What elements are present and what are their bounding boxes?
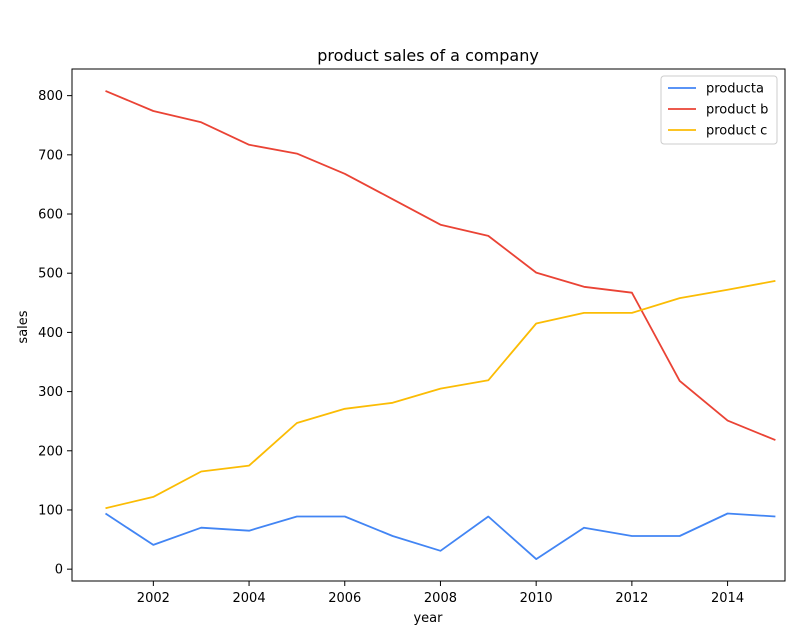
y-tick-label: 700 (38, 148, 63, 163)
x-axis: 2002 2004 2006 2008 2010 2012 2014 (137, 581, 744, 606)
x-tick-label: 2014 (711, 591, 744, 606)
y-axis: 0 100 200 300 400 500 600 700 800 (38, 89, 72, 578)
y-tick-label: 200 (38, 444, 63, 459)
x-tick-label: 2012 (615, 591, 648, 606)
legend-label-2: product b (706, 103, 768, 118)
series-line-3 (105, 280, 776, 510)
chart-title: product sales of a company (317, 46, 539, 65)
legend-label-3: product c (706, 124, 767, 139)
plot-area (71, 68, 786, 582)
y-tick-label: 400 (38, 326, 63, 341)
x-tick-label: 2010 (520, 591, 553, 606)
y-tick-label: 0 (55, 563, 63, 578)
x-tick-label: 2004 (233, 591, 266, 606)
y-tick-label: 100 (38, 503, 63, 518)
y-tick-label: 500 (38, 267, 63, 282)
legend-label-1: producta (706, 82, 764, 97)
x-tick-label: 2008 (424, 591, 457, 606)
y-tick-label: 600 (38, 208, 63, 223)
x-tick-label: 2002 (137, 591, 170, 606)
x-tick-label: 2006 (328, 591, 361, 606)
series-line-1 (105, 512, 776, 560)
y-tick-label: 800 (38, 89, 63, 104)
y-axis-title: sales (16, 310, 31, 343)
legend: producta product b product c (660, 75, 778, 145)
legend-box (660, 75, 778, 145)
series-line-2 (105, 90, 776, 441)
x-axis-title: year (413, 611, 443, 626)
plot-frame (71, 68, 786, 582)
y-tick-label: 300 (38, 385, 63, 400)
